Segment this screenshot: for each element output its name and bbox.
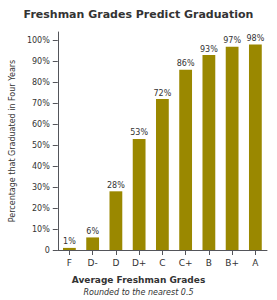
svg-text:B: B bbox=[206, 258, 212, 268]
svg-text:98%: 98% bbox=[246, 34, 264, 43]
svg-text:28%: 28% bbox=[107, 181, 125, 190]
svg-text:90%: 90% bbox=[32, 57, 50, 66]
svg-text:B+: B+ bbox=[225, 258, 239, 268]
svg-text:30%: 30% bbox=[32, 183, 50, 192]
svg-text:100%: 100% bbox=[27, 36, 50, 45]
svg-text:10%: 10% bbox=[32, 225, 50, 234]
svg-text:D+: D+ bbox=[132, 258, 146, 268]
svg-text:50%: 50% bbox=[32, 141, 50, 150]
svg-text:0: 0 bbox=[45, 246, 50, 255]
svg-text:1%: 1% bbox=[63, 237, 76, 246]
svg-text:93%: 93% bbox=[200, 45, 218, 54]
svg-text:86%: 86% bbox=[177, 59, 195, 68]
svg-text:70%: 70% bbox=[32, 99, 50, 108]
svg-text:D-: D- bbox=[88, 258, 98, 268]
svg-text:C+: C+ bbox=[179, 258, 193, 268]
svg-text:72%: 72% bbox=[153, 89, 171, 98]
svg-text:97%: 97% bbox=[223, 36, 241, 45]
svg-text:40%: 40% bbox=[32, 162, 50, 171]
svg-text:20%: 20% bbox=[32, 204, 50, 213]
svg-text:Rounded to the nearest 0.5: Rounded to the nearest 0.5 bbox=[83, 288, 193, 297]
svg-text:C: C bbox=[159, 258, 165, 268]
svg-text:80%: 80% bbox=[32, 78, 50, 87]
svg-text:A: A bbox=[252, 258, 259, 268]
svg-text:6%: 6% bbox=[86, 227, 99, 236]
svg-text:F: F bbox=[67, 258, 72, 268]
svg-text:60%: 60% bbox=[32, 120, 50, 129]
svg-text:Freshman Grades Predict Gradua: Freshman Grades Predict Graduation bbox=[24, 8, 254, 21]
svg-text:53%: 53% bbox=[130, 128, 148, 137]
svg-text:D: D bbox=[112, 258, 119, 268]
svg-text:Average Freshman Grades: Average Freshman Grades bbox=[72, 275, 205, 285]
svg-text:Percentage that Graduated in F: Percentage that Graduated in Four Years bbox=[8, 60, 17, 223]
